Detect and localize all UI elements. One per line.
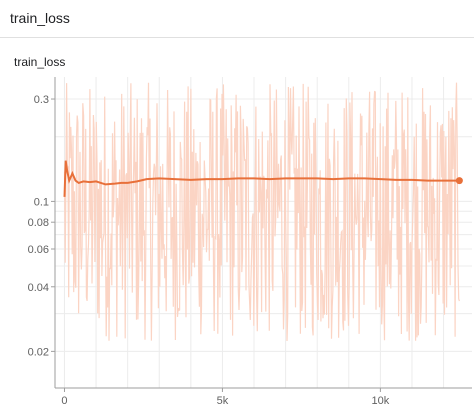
chart-title: train_loss [14,55,66,69]
axes: 0.02 0.04 0.06 0.08 0.1 0.3 0 5k 10k [28,77,472,407]
smoothed-series [63,160,463,197]
x-tick-label: 0 [61,395,67,407]
y-tick-label: 0.08 [28,217,49,229]
chart-card: train_loss 0.02 0.04 0.06 0.08 0.1 0.3 0 5k 10k [0,39,474,408]
raw-series [63,82,460,342]
y-tick-label: 0.1 [34,196,49,208]
y-tick-label: 0.04 [28,282,49,294]
last-point-marker[interactable] [455,177,463,185]
x-tick-label: 10k [372,395,390,407]
y-tick-label: 0.02 [28,346,49,358]
x-tick-label: 5k [217,395,229,407]
smoothed-series-line [63,160,460,197]
y-tick-label: 0.3 [34,94,49,106]
panel-header: train_loss [0,0,474,38]
panel-title: train_loss [10,10,70,26]
line-chart[interactable]: 0.02 0.04 0.06 0.08 0.1 0.3 0 5k 10k [0,39,474,408]
raw-series-line [63,82,460,342]
y-tick-label: 0.06 [28,244,49,256]
